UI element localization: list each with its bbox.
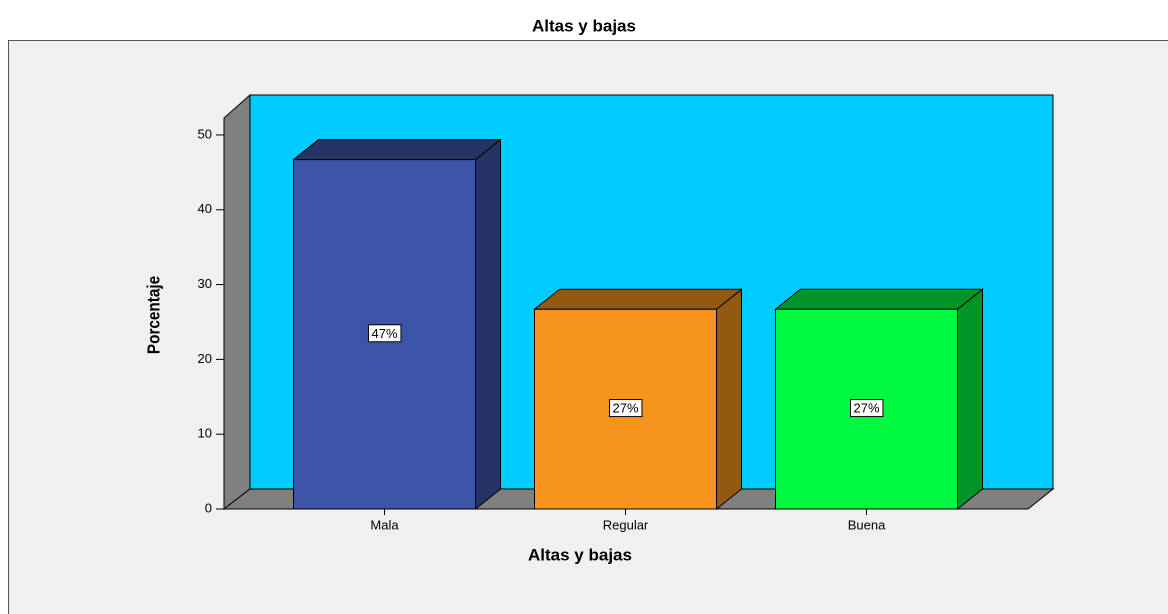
x-tick-label: Buena bbox=[848, 517, 886, 532]
y-tick-label: 10 bbox=[198, 426, 212, 441]
x-axis-label: Altas y bajas bbox=[528, 545, 632, 564]
value-label: 27% bbox=[853, 401, 879, 416]
bar-side bbox=[716, 288, 742, 511]
bar-top bbox=[774, 288, 984, 310]
side-wall bbox=[223, 93, 251, 511]
value-label-box bbox=[608, 399, 643, 418]
bar-top bbox=[533, 288, 743, 310]
value-label-box bbox=[367, 324, 402, 343]
y-tick-label: 20 bbox=[198, 351, 212, 366]
chart-title: Altas y bajas bbox=[532, 16, 636, 35]
y-tick-label: 40 bbox=[198, 201, 212, 216]
x-tick-label: Mala bbox=[370, 517, 399, 532]
y-tick-label: 50 bbox=[198, 126, 212, 141]
bar-side bbox=[957, 288, 983, 511]
value-label: 27% bbox=[612, 401, 638, 416]
bar-top bbox=[292, 139, 502, 161]
x-tick-label: Regular bbox=[603, 517, 649, 532]
bar-side bbox=[475, 138, 501, 511]
y-axis-label: Porcentaje bbox=[144, 276, 164, 354]
y-tick-label: 0 bbox=[205, 500, 212, 515]
value-label-box bbox=[849, 399, 884, 418]
y-tick-label: 30 bbox=[198, 276, 212, 291]
value-label: 47% bbox=[371, 326, 397, 341]
